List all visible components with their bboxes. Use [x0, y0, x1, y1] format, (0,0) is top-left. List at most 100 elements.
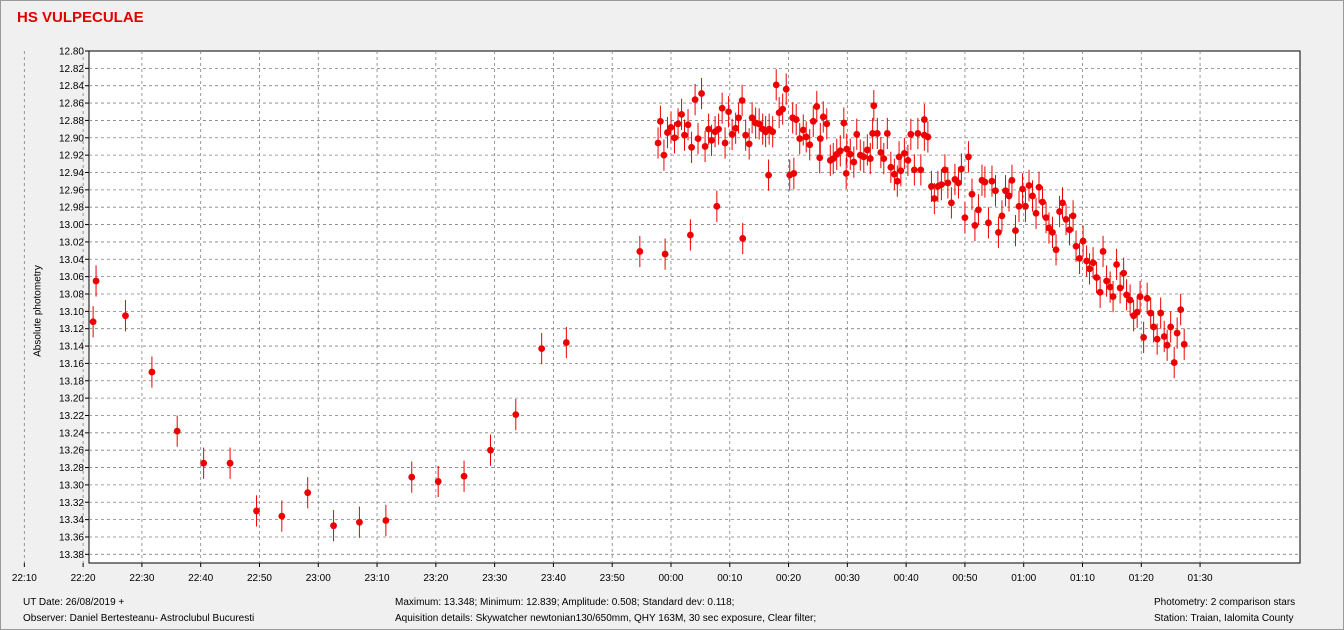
data-point — [944, 179, 952, 187]
data-point — [1005, 192, 1013, 200]
x-tick-label: 22:20 — [71, 573, 96, 584]
data-point — [200, 459, 208, 467]
y-tick-label: 13.32 — [59, 498, 84, 509]
data-point — [870, 102, 878, 110]
y-tick-label: 12.84 — [59, 81, 84, 92]
y-tick-label: 13.16 — [59, 359, 84, 370]
data-point — [148, 368, 156, 376]
data-point — [981, 178, 989, 186]
data-point — [684, 121, 692, 129]
data-point — [992, 187, 999, 195]
data-point — [1123, 291, 1130, 299]
y-axis-ticks: 12.80 12.82 12.84 12.86 12.88 12.90 12.92 12.94… — [59, 47, 89, 561]
y-tick-label: 13.34 — [59, 515, 84, 526]
data-point — [694, 135, 702, 143]
data-point — [1042, 214, 1050, 222]
y-tick-label: 13.02 — [59, 237, 84, 248]
data-point — [965, 153, 972, 161]
data-point — [836, 147, 844, 155]
data-point — [869, 130, 877, 137]
data-point — [917, 166, 925, 174]
data-point — [1069, 212, 1077, 220]
data-point — [955, 179, 962, 187]
data-point — [1133, 308, 1141, 316]
y-tick-label: 13.14 — [59, 342, 84, 353]
data-point — [667, 123, 675, 131]
data-point — [779, 105, 787, 113]
data-point — [1180, 340, 1188, 348]
data-point — [880, 155, 888, 163]
data-point — [1012, 227, 1019, 235]
light-curve-chart: 12.80 12.82 12.84 12.86 12.88 12.90 12.92 12.94… — [12, 47, 1301, 584]
x-tick-label: 01:30 — [1188, 573, 1213, 584]
y-tick-label: 13.18 — [59, 376, 84, 387]
data-point — [1126, 296, 1134, 304]
data-point — [971, 222, 979, 229]
y-tick-label: 13.28 — [59, 463, 84, 474]
data-point — [657, 117, 664, 125]
data-point — [1076, 255, 1083, 262]
data-point — [938, 181, 945, 189]
data-point — [1157, 309, 1165, 317]
data-point — [460, 472, 468, 480]
data-point — [772, 81, 780, 89]
data-point — [1062, 215, 1070, 223]
x-tick-label: 00:40 — [894, 573, 919, 584]
data-point — [1002, 187, 1009, 195]
data-point — [1170, 359, 1178, 366]
data-point — [654, 139, 662, 147]
plot-area — [88, 50, 1301, 564]
data-point — [850, 158, 858, 166]
data-point — [1015, 202, 1023, 210]
y-tick-label: 13.06 — [59, 272, 84, 283]
data-point — [1093, 274, 1100, 281]
photometry-text: Photometry: 2 comparison stars — [1154, 597, 1296, 608]
x-tick-label: 23:00 — [306, 573, 331, 584]
data-point — [914, 130, 922, 137]
x-tick-label: 23:30 — [482, 573, 507, 584]
data-point — [1103, 277, 1110, 285]
data-point — [1173, 329, 1181, 337]
ut-date-text: UT Date: 26/08/2019 + — [23, 597, 125, 608]
data-point — [728, 130, 736, 138]
data-point — [1059, 199, 1066, 207]
x-tick-label: 23:20 — [423, 573, 448, 584]
data-point — [988, 177, 996, 185]
data-point — [434, 478, 442, 485]
data-point — [866, 155, 874, 163]
data-point — [1147, 309, 1155, 317]
data-point — [792, 116, 800, 123]
x-tick-label: 22:30 — [129, 573, 154, 584]
data-point — [995, 228, 1002, 236]
data-point — [840, 119, 848, 127]
data-point — [708, 136, 715, 144]
y-tick-label: 12.88 — [59, 116, 84, 127]
data-point — [1109, 293, 1117, 300]
data-point — [745, 140, 753, 148]
data-point — [1008, 176, 1016, 184]
y-tick-label: 13.22 — [59, 411, 84, 422]
data-point — [755, 120, 763, 128]
data-point — [928, 182, 935, 190]
statistics-text: Maximum: 13.348; Minimum: 12.839; Amplit… — [395, 597, 735, 608]
x-tick-label: 22:40 — [188, 573, 213, 584]
data-point — [686, 231, 694, 239]
data-point — [920, 116, 928, 123]
data-point — [819, 113, 827, 121]
data-point — [661, 250, 669, 258]
data-point — [1177, 306, 1185, 314]
data-point — [681, 131, 688, 139]
data-point — [883, 130, 891, 137]
data-point — [356, 518, 363, 526]
data-point — [1160, 333, 1168, 340]
x-tick-label: 00:10 — [717, 573, 742, 584]
data-point — [1066, 226, 1073, 234]
data-point — [786, 171, 794, 179]
data-point — [860, 153, 868, 161]
data-point — [122, 312, 129, 320]
data-point — [809, 117, 817, 125]
data-point — [1136, 293, 1144, 300]
data-point — [957, 165, 965, 173]
data-point — [1079, 237, 1087, 245]
acquisition-text: Aquisition details: Skywatcher newtonian… — [395, 613, 817, 624]
